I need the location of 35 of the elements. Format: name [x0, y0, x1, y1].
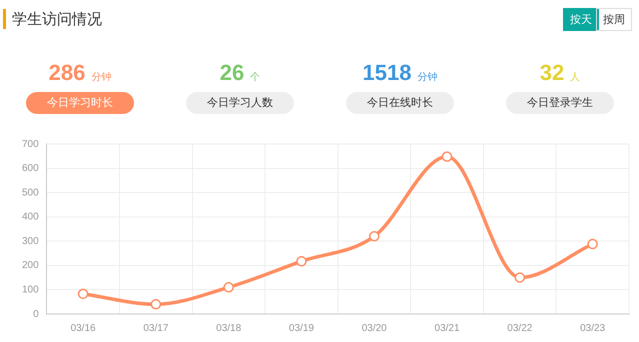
y-tick-label: 400	[22, 212, 40, 223]
text: 今日登录学生	[506, 92, 614, 114]
text: 按天	[563, 8, 599, 31]
x-tick-label: 03/21	[434, 322, 460, 334]
x-tick-label: 03/18	[216, 322, 242, 334]
text: 32 人	[540, 60, 580, 85]
x-tick-label: 03/22	[507, 322, 533, 334]
x-tick-label: 03/19	[288, 322, 314, 334]
y-tick-label: 200	[22, 260, 40, 272]
text: 286 分钟	[48, 60, 112, 85]
text: 26 个	[220, 60, 260, 85]
chart-title: 学生访问情况	[12, 9, 102, 29]
point	[223, 282, 234, 293]
point	[368, 231, 380, 242]
point	[442, 151, 452, 162]
text: 今日学习人数	[186, 92, 294, 114]
point	[296, 256, 307, 267]
x-tick-label: 03/17	[143, 322, 169, 334]
x-tick-label: 03/16	[70, 322, 96, 334]
x-tick-label: 03/23	[580, 322, 606, 334]
text: 1518 分钟	[362, 60, 438, 85]
y-tick-label: 600	[22, 163, 40, 174]
y-tick-label: 0	[33, 308, 40, 320]
text: 按周	[596, 8, 632, 31]
text: 今日在线时长	[346, 92, 454, 114]
point	[514, 272, 526, 283]
point	[78, 288, 88, 300]
point	[150, 299, 162, 310]
point	[587, 238, 598, 250]
y-tick-label: 100	[22, 284, 40, 296]
y-tick-label: 700	[22, 138, 40, 150]
y-tick-label: 500	[22, 187, 40, 198]
x-tick-label: 03/20	[362, 322, 388, 334]
text: 今日学习时长	[26, 92, 134, 114]
y-tick-label: 300	[22, 236, 40, 247]
